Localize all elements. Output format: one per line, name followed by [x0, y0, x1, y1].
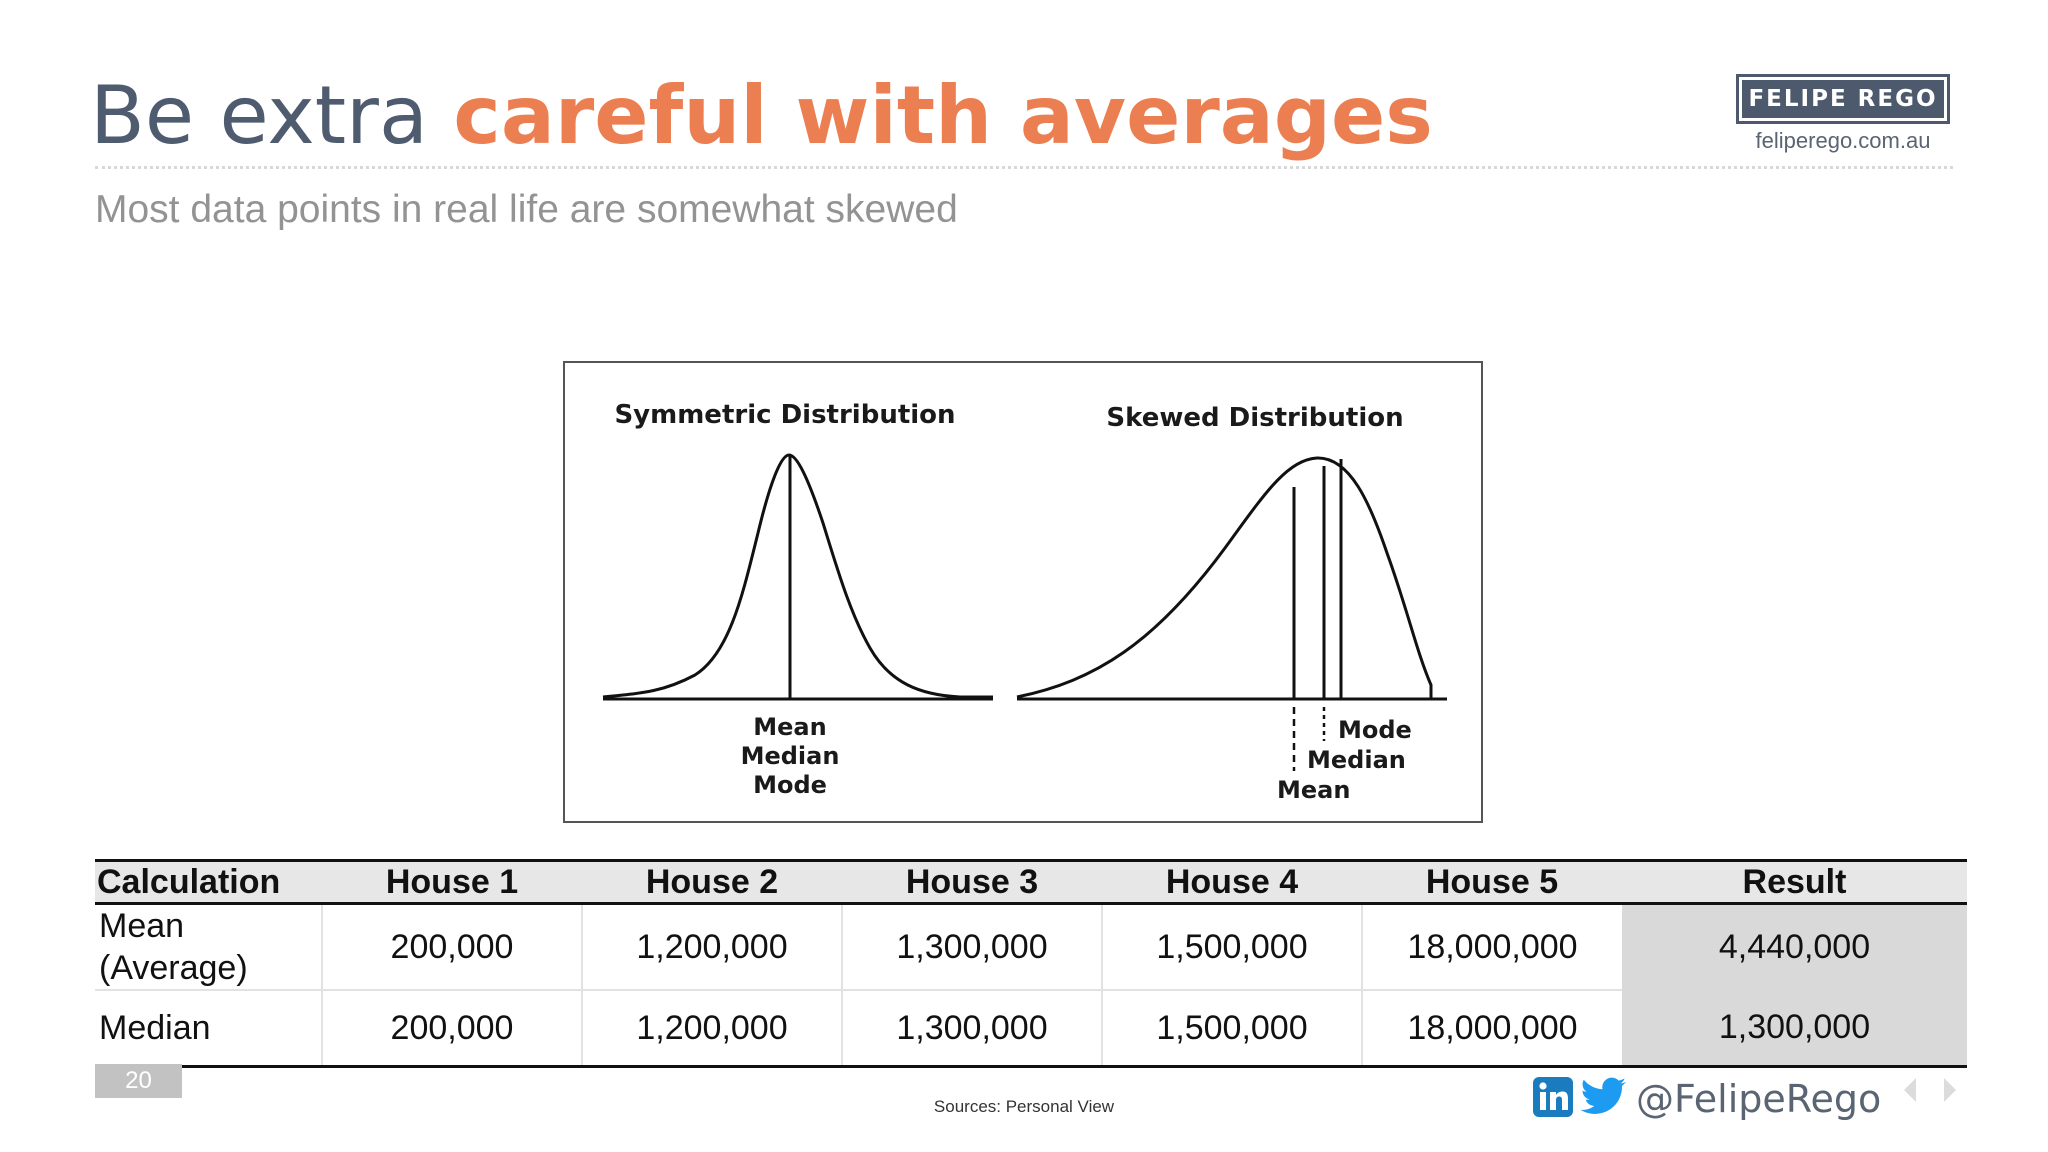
header-house-4: House 4 [1102, 859, 1362, 905]
title-accent: careful with averages [453, 69, 1433, 162]
social-links: @FelipeRego [1532, 1074, 1881, 1124]
table-cell: 18,000,000 [1361, 903, 1622, 991]
social-handle[interactable]: @FelipeRego [1636, 1077, 1882, 1121]
table-header-row: Calculation House 1 House 2 House 3 Hous… [95, 859, 1967, 905]
linkedin-icon[interactable] [1532, 1076, 1574, 1123]
slide-title: Be extra careful with averages [90, 66, 1433, 166]
distribution-figure: Symmetric Distribution Mean Median Mode … [563, 361, 1483, 823]
skewed-label-mode: Mode [1338, 716, 1412, 744]
title-plain: Be extra [90, 69, 454, 162]
symmetric-label-median: Median [741, 742, 840, 770]
row-label-line2: (Average) [99, 949, 248, 987]
slide-subtitle: Most data points in real life are somewh… [95, 188, 958, 231]
skewed-curve [1016, 456, 1433, 699]
table-cell: 200,000 [321, 990, 582, 1068]
table-cell: 18,000,000 [1361, 990, 1622, 1068]
skewed-label-median: Median [1307, 746, 1406, 774]
symmetric-label-mean: Mean [753, 713, 826, 741]
header-calculation: Calculation [95, 859, 322, 905]
symmetric-title: Symmetric Distribution [614, 400, 955, 430]
symmetric-curve [602, 453, 993, 699]
averages-table: Calculation House 1 House 2 House 3 Hous… [95, 859, 1967, 1068]
header-house-1: House 1 [322, 859, 582, 905]
table-cell: 1,200,000 [581, 990, 842, 1068]
header-house-5: House 5 [1362, 859, 1622, 905]
table-cell: 1,300,000 [841, 990, 1102, 1068]
header-house-2: House 2 [582, 859, 842, 905]
table-cell: 1,200,000 [581, 903, 842, 991]
table-row: Median 200,000 1,200,000 1,300,000 1,500… [95, 990, 1967, 1068]
skewed-label-mean: Mean [1277, 776, 1350, 804]
brand-name: FELIPE REGO [1742, 80, 1944, 118]
sources-note: Sources: Personal View [933, 1097, 1115, 1116]
twitter-icon[interactable] [1580, 1076, 1628, 1123]
page-number: 20 [95, 1064, 182, 1098]
table-cell: 1,300,000 [841, 903, 1102, 991]
row-label: Median [95, 990, 322, 1068]
header-house-3: House 3 [842, 859, 1102, 905]
header-result: Result [1622, 859, 1967, 905]
table-row: Mean (Average) 200,000 1,200,000 1,300,00… [95, 903, 1967, 991]
next-arrow-icon[interactable] [1938, 1076, 1960, 1104]
title-divider [95, 166, 1953, 169]
table-cell: 1,500,000 [1101, 903, 1362, 991]
result-cell: 1,300,000 [1622, 990, 1967, 1068]
row-label: Mean (Average) [95, 903, 322, 991]
table-cell: 200,000 [321, 903, 582, 991]
result-cell: 4,440,000 [1622, 903, 1967, 990]
row-label-line1: Mean [99, 907, 185, 945]
prev-arrow-icon[interactable] [1900, 1076, 1922, 1104]
brand-url: feliperego.com.au [1755, 128, 1931, 153]
distribution-diagram: Symmetric Distribution Mean Median Mode … [602, 400, 1447, 804]
symmetric-label-mode: Mode [753, 771, 827, 799]
table-cell: 1,500,000 [1101, 990, 1362, 1068]
skewed-title: Skewed Distribution [1106, 403, 1403, 433]
brand-logo: FELIPE REGO [1736, 74, 1950, 124]
